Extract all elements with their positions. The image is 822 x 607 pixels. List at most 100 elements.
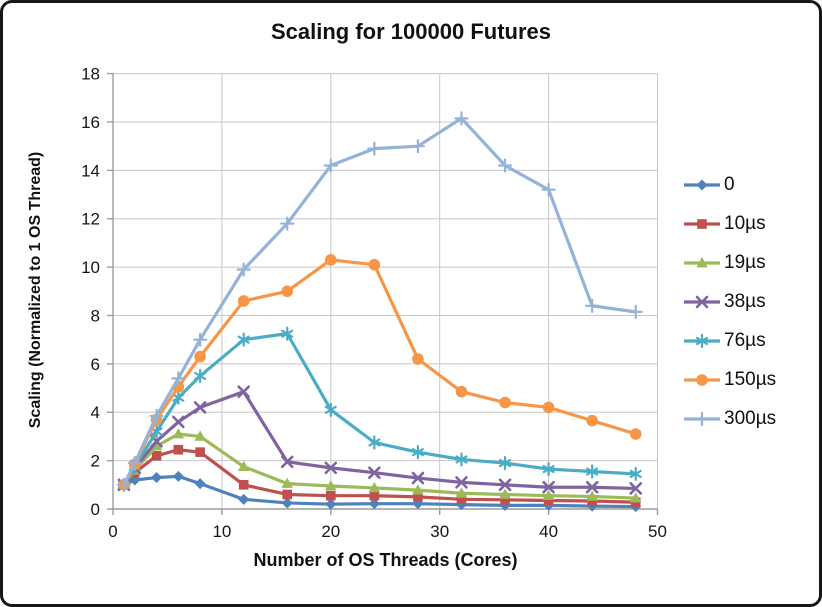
legend-label: 76µs	[724, 330, 766, 351]
series-300µs-marker	[367, 141, 382, 156]
series-10µs-marker	[238, 480, 249, 490]
series-10µs-marker	[587, 496, 597, 506]
y-tick-label: 2	[91, 452, 100, 471]
series-150µs-marker	[499, 396, 511, 409]
series-150µs-marker	[412, 353, 424, 365]
legend-plus-icon	[684, 411, 720, 427]
tick-labels: 0 10 20 30 40 50 0 2 4 6 8 10 12 14 16 18	[81, 65, 667, 541]
series-38µs-marker	[629, 482, 643, 495]
series-19µs-marker	[237, 460, 250, 471]
series-19µs-marker	[194, 430, 206, 441]
series-0-marker	[151, 472, 163, 484]
series-150µs-marker	[194, 350, 206, 363]
y-tick-label: 18	[81, 65, 100, 84]
series-19µs-marker	[586, 490, 598, 501]
x-tick-label: 0	[108, 522, 117, 541]
series-300µs-marker	[454, 111, 469, 126]
series-10µs-marker	[456, 494, 467, 505]
series-38µs-marker	[542, 480, 555, 494]
legend-marker	[695, 333, 709, 349]
series-76µs-marker	[542, 461, 555, 477]
series-76µs-marker	[172, 390, 185, 405]
series-10µs	[119, 444, 641, 508]
series-76µs-marker	[368, 435, 381, 450]
x-tick-label: 40	[539, 522, 558, 541]
x-tick-label: 30	[430, 522, 449, 541]
series-76µs-marker	[324, 402, 337, 417]
series-150µs-marker	[629, 428, 642, 440]
x-axis-title: Number of OS Threads (Cores)	[253, 550, 518, 570]
legend-triangle-icon	[684, 257, 720, 268]
series-76µs-marker	[586, 464, 599, 479]
series-0-marker	[368, 498, 380, 510]
series-19µs-marker	[542, 489, 555, 501]
legend-item-38µs: 38µs	[683, 290, 776, 314]
series-76µs-marker	[194, 368, 207, 384]
series-38µs-marker	[411, 471, 425, 485]
series-0-marker	[172, 470, 184, 482]
series-10µs-marker	[500, 495, 510, 505]
y-axis-title: Scaling (Normalized to 1 OS Thread)	[27, 151, 44, 429]
series-300µs-marker	[149, 408, 164, 423]
series-300µs	[116, 111, 643, 492]
legend-x-icon	[684, 295, 720, 309]
series-300µs-marker	[541, 182, 556, 197]
series-38µs-marker	[280, 455, 294, 469]
legend-marker	[696, 257, 708, 268]
series-10µs-marker	[413, 492, 423, 502]
series-300µs-marker	[193, 332, 208, 347]
series-76µs-marker	[499, 455, 512, 471]
series-0-marker	[238, 493, 250, 505]
legend-item-0: 0	[683, 173, 776, 197]
legend-square-icon	[684, 219, 720, 229]
series-300µs-marker	[127, 455, 142, 471]
series-300µs-marker	[585, 298, 600, 313]
series-19µs-marker	[412, 484, 424, 495]
series-76µs-marker	[411, 445, 424, 460]
series-300µs-marker	[116, 477, 131, 492]
series-300µs-line	[122, 116, 638, 487]
series-10µs-marker	[151, 450, 162, 461]
series-150µs-marker	[237, 295, 250, 307]
series-300µs-marker	[280, 216, 295, 231]
legend: 0 10µs 19µs 38µs 76µs 150µs 300µs	[683, 173, 776, 431]
series-150µs-marker	[542, 401, 555, 414]
series-38µs-marker	[237, 385, 250, 398]
series-19µs-marker	[630, 492, 642, 503]
legend-item-76µs: 76µs	[683, 329, 776, 353]
series-300µs-marker	[323, 158, 338, 173]
series-19µs-marker	[150, 440, 163, 451]
legend-item-150µs: 150µs	[683, 368, 776, 392]
legend-marker	[696, 374, 708, 386]
series-0-marker	[325, 498, 337, 510]
series-150µs	[118, 254, 642, 491]
series-150µs-marker	[368, 258, 381, 271]
series-10µs-marker	[282, 489, 293, 500]
x-tick-label: 10	[212, 522, 231, 541]
legend-marker	[694, 411, 710, 427]
series-150µs-marker	[281, 285, 294, 298]
series-76µs-marker	[629, 466, 642, 482]
legend-circle-icon	[684, 374, 720, 386]
series-150µs-marker	[455, 385, 468, 398]
y-tick-label: 14	[81, 161, 100, 180]
legend-label: 300µs	[724, 408, 777, 429]
series-38µs-marker	[193, 401, 207, 414]
legend-label: 38µs	[724, 291, 766, 312]
legend-item-19µs: 19µs	[683, 251, 776, 275]
series-300µs-marker	[236, 262, 251, 277]
series-38µs-marker	[172, 415, 185, 429]
series-76µs-marker	[237, 332, 250, 347]
series-19µs-marker	[325, 480, 337, 491]
legend-marker	[697, 219, 707, 229]
series-10µs-marker	[369, 490, 380, 501]
legend-item-300µs: 300µs	[683, 407, 776, 431]
legend-diamond-icon	[684, 179, 720, 191]
series-76µs-marker	[281, 326, 294, 341]
legend-marker	[696, 179, 708, 191]
y-tick-label: 16	[81, 113, 100, 132]
series-150µs-marker	[586, 414, 598, 427]
series-38µs-marker	[455, 476, 468, 489]
series-300µs-marker	[628, 304, 643, 319]
